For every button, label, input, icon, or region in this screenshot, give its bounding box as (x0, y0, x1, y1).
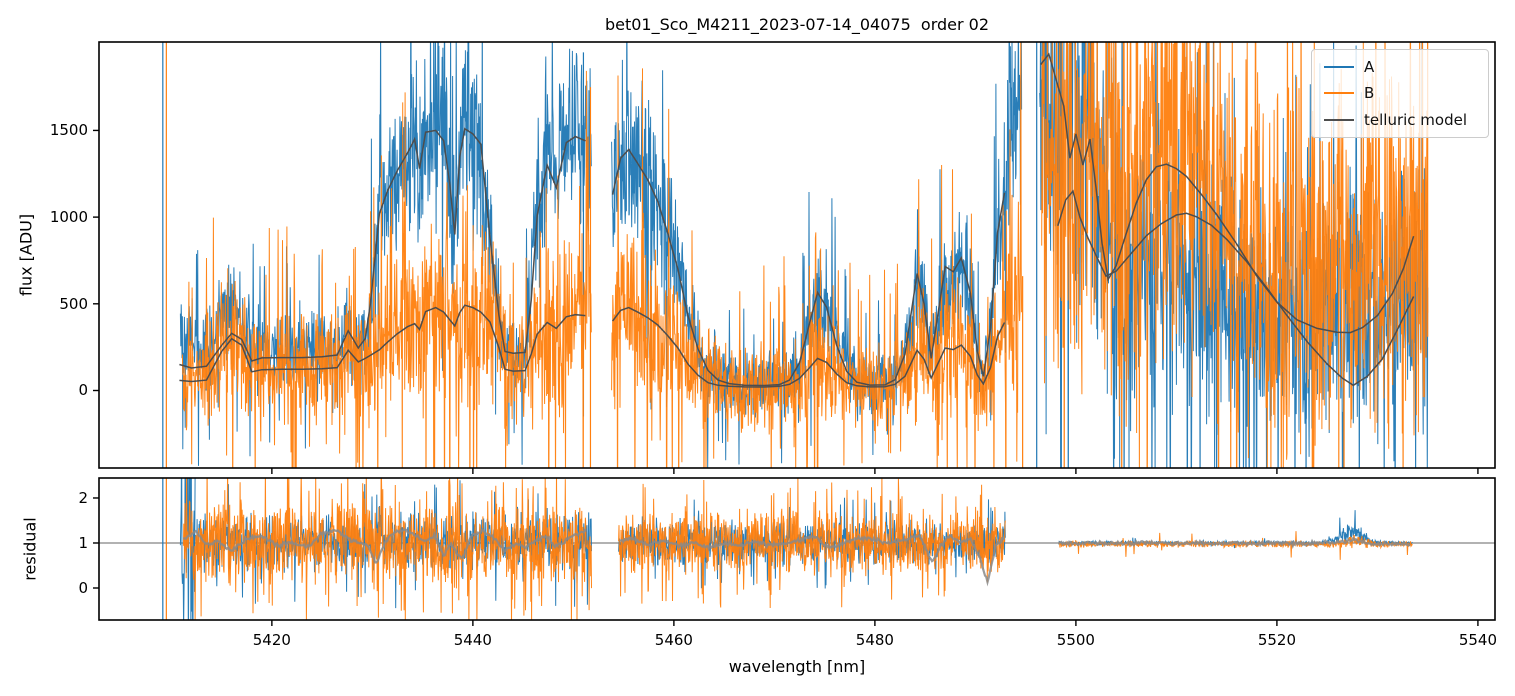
flux-series-B (1041, 42, 1429, 468)
x-tick-label: 5540 (1458, 631, 1497, 649)
flux-series-B (181, 70, 592, 468)
y-tick-label: 1 (78, 533, 88, 552)
legend-entry-b: B (1312, 81, 1488, 105)
legend-line-b-icon (1324, 92, 1354, 95)
residual-series-B (618, 478, 1006, 609)
x-tick-label: 5460 (654, 631, 693, 649)
y-tick-label: 2 (78, 488, 88, 507)
y-tick-label: 1500 (49, 121, 88, 140)
telluric-model-line-A (1040, 52, 1415, 334)
x-tick-label: 5420 (252, 631, 291, 649)
legend-line-telluric-icon (1324, 118, 1354, 121)
panel-residual (99, 478, 1495, 620)
telluric-model-line-B (611, 306, 1006, 388)
legend-label-b: B (1364, 84, 1375, 103)
y-axis-label-residual: residual (20, 517, 40, 581)
panel-flux (162, 42, 1429, 468)
x-axis-label: wavelength [nm] (728, 657, 866, 676)
y-tick-label: 1000 (49, 208, 88, 227)
residual-series-A (179, 478, 196, 620)
x-tick-label: 5520 (1257, 631, 1296, 649)
y-tick-label: 0 (78, 381, 88, 400)
y-tick-label: 500 (59, 294, 88, 313)
flux-series-B (611, 42, 1023, 468)
axes-frame-residual (98, 477, 1496, 621)
legend: A B telluric model (1311, 49, 1489, 138)
telluric-model-line-A (179, 127, 586, 369)
plot-title: bet01_Sco_M4211_2023-07-14_04075 order 0… (604, 15, 990, 34)
x-tick-label: 5440 (453, 631, 492, 649)
telluric-model-line-A (611, 148, 1006, 387)
axes-frame-flux (98, 41, 1496, 469)
legend-label-a: A (1364, 58, 1375, 77)
telluric-model-line-B (179, 304, 586, 383)
x-tick-label: 5500 (1056, 631, 1095, 649)
y-tick-label: 0 (78, 578, 88, 597)
residual-smoothed-line (619, 533, 1006, 587)
residual-series-B (182, 478, 592, 620)
residual-smoothed-line (1058, 536, 1411, 550)
residual-smoothed-line (182, 527, 587, 564)
legend-line-a-icon (1324, 66, 1354, 69)
legend-label-telluric: telluric model (1364, 110, 1468, 129)
x-tick-label: 5480 (855, 631, 894, 649)
flux-series-A (611, 42, 1023, 468)
legend-entry-a: A (1312, 55, 1488, 79)
telluric-model-line-B (1057, 189, 1415, 387)
legend-entry-telluric: telluric model (1312, 108, 1488, 132)
y-axis-label-flux: flux [ADU] (16, 213, 36, 297)
